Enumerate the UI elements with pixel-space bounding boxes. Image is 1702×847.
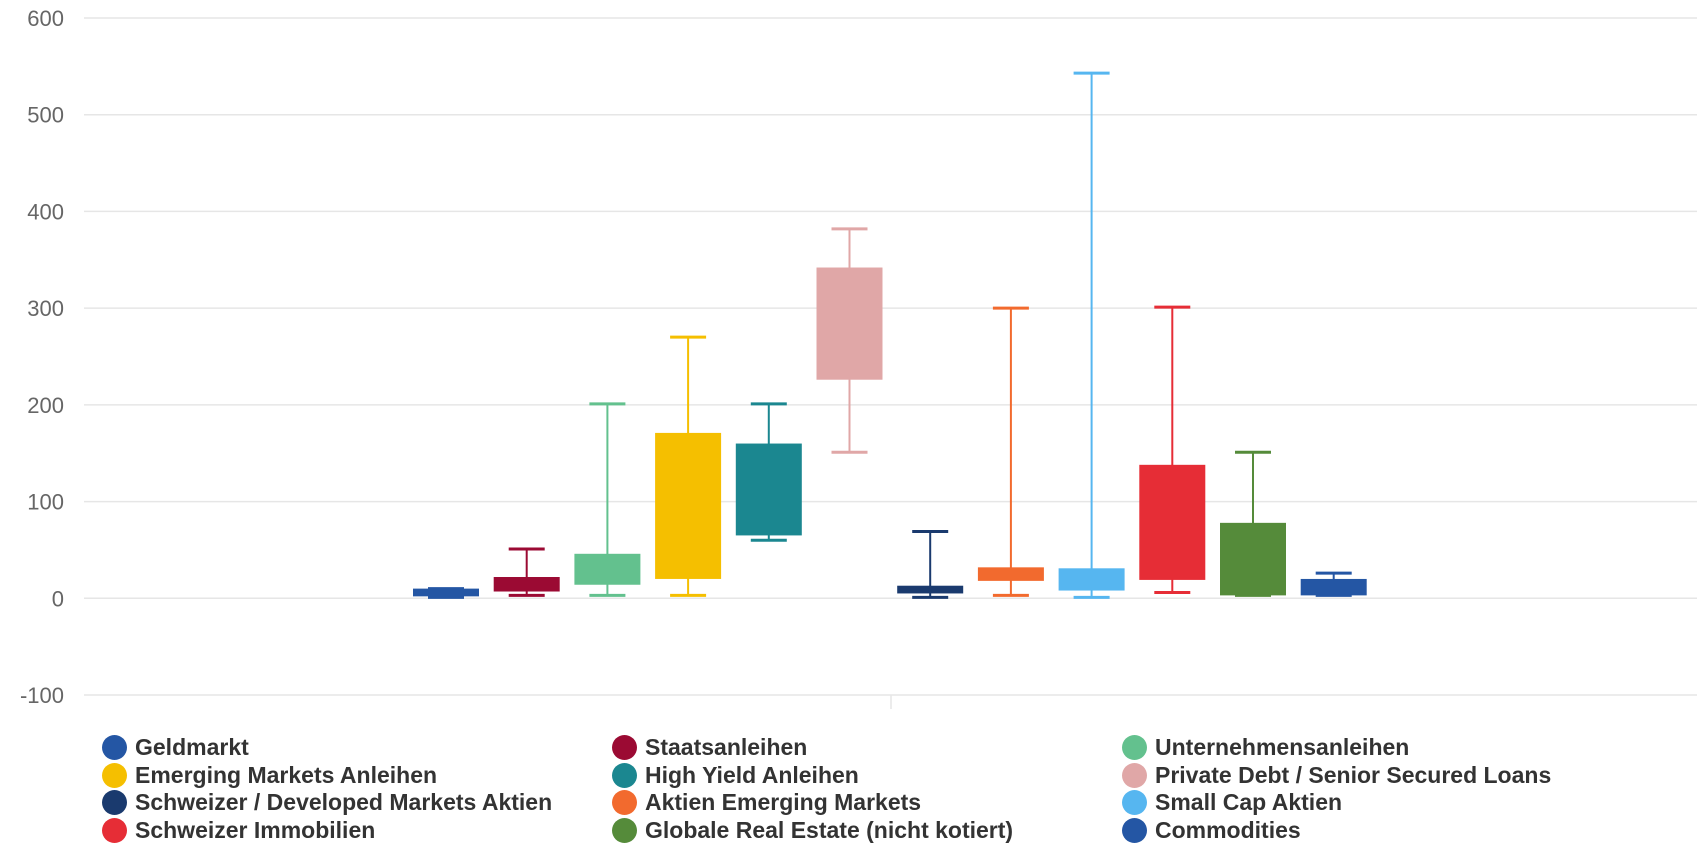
legend-item[interactable]: Commodities (1122, 817, 1662, 845)
legend-label: Staatsanleihen (645, 734, 808, 761)
box-12 (1300, 571, 1367, 597)
legend-label: Geldmarkt (135, 734, 249, 761)
legend-marker-icon (102, 790, 127, 816)
legend-label: Unternehmensanleihen (1155, 734, 1410, 761)
legend-label: Emerging Markets Anleihen (135, 761, 438, 788)
box-1 (413, 587, 479, 599)
box-body (574, 553, 641, 585)
legend-item[interactable]: High Yield Anleihen (612, 762, 1122, 790)
box-body (1300, 578, 1367, 596)
box-body (1058, 568, 1125, 591)
box-body (977, 567, 1044, 581)
legend-label: High Yield Anleihen (645, 761, 859, 788)
legend-label: Small Cap Aktien (1155, 789, 1343, 816)
box-body (897, 585, 964, 594)
y-tick-label: 300 (27, 296, 64, 321)
legend-item[interactable]: Globale Real Estate (nicht kotiert) (612, 817, 1122, 845)
box-body (1139, 464, 1206, 580)
y-tick-label: -100 (20, 683, 64, 708)
legend-item[interactable]: Unternehmensanleihen (1122, 734, 1662, 762)
legend-item[interactable]: Schweizer Immobilien (102, 817, 612, 845)
y-tick-label: 600 (27, 6, 64, 31)
legend-marker-icon (1122, 762, 1147, 788)
box-9 (1058, 71, 1125, 599)
box-5 (735, 402, 802, 542)
box-7 (897, 530, 964, 599)
box-series (413, 71, 1367, 599)
box-3 (574, 402, 641, 597)
box-11 (1220, 450, 1286, 597)
legend-marker-icon (102, 735, 127, 761)
legend-item[interactable]: Geldmarkt (102, 734, 612, 762)
legend-label: Schweizer / Developed Markets Aktien (135, 789, 553, 816)
legend-label: Globale Real Estate (nicht kotiert) (645, 816, 1014, 843)
box-body (1220, 522, 1286, 596)
legend: Geldmarkt Staatsanleihen Unternehmensanlei… (102, 734, 1662, 844)
y-tick-label: 100 (27, 490, 64, 515)
legend-marker-icon (612, 735, 637, 761)
legend-label: Aktien Emerging Markets (645, 789, 922, 816)
legend-item[interactable]: Private Debt / Senior Secured Loans (1122, 762, 1662, 790)
legend-label: Commodities (1155, 816, 1301, 843)
box-body (413, 588, 479, 597)
legend-marker-icon (612, 817, 637, 843)
y-axis: -100 0 100 200 300 400 500 600 (20, 6, 892, 709)
legend-marker-icon (612, 762, 637, 788)
legend-item[interactable]: Schweizer / Developed Markets Aktien (102, 789, 612, 817)
box-4 (655, 335, 722, 597)
box-6 (816, 227, 883, 454)
legend-marker-icon (1122, 817, 1147, 843)
legend-label: Private Debt / Senior Secured Loans (1155, 761, 1552, 788)
box-body (816, 267, 883, 380)
y-tick-label: 400 (27, 199, 64, 224)
legend-item[interactable]: Aktien Emerging Markets (612, 789, 1122, 817)
box-body (655, 432, 722, 579)
box-10 (1139, 305, 1206, 594)
box-8 (977, 306, 1044, 597)
legend-item[interactable]: Staatsanleihen (612, 734, 1122, 762)
legend-marker-icon (1122, 735, 1147, 761)
legend-item[interactable]: Small Cap Aktien (1122, 789, 1662, 817)
grid-lines (84, 17, 1697, 696)
legend-label: Schweizer Immobilien (135, 816, 376, 843)
y-tick-label: 200 (27, 393, 64, 418)
legend-marker-icon (612, 790, 637, 816)
y-tick-label: 0 (52, 586, 64, 611)
box-body (735, 443, 802, 536)
legend-marker-icon (102, 762, 127, 788)
box-body (493, 577, 560, 592)
box-2 (493, 547, 560, 597)
boxplot-chart: -100 0 100 200 300 400 500 600 (20, 6, 1697, 709)
legend-marker-icon (1122, 790, 1147, 816)
legend-item[interactable]: Emerging Markets Anleihen (102, 762, 612, 790)
y-tick-label: 500 (27, 103, 64, 128)
legend-marker-icon (102, 817, 127, 843)
